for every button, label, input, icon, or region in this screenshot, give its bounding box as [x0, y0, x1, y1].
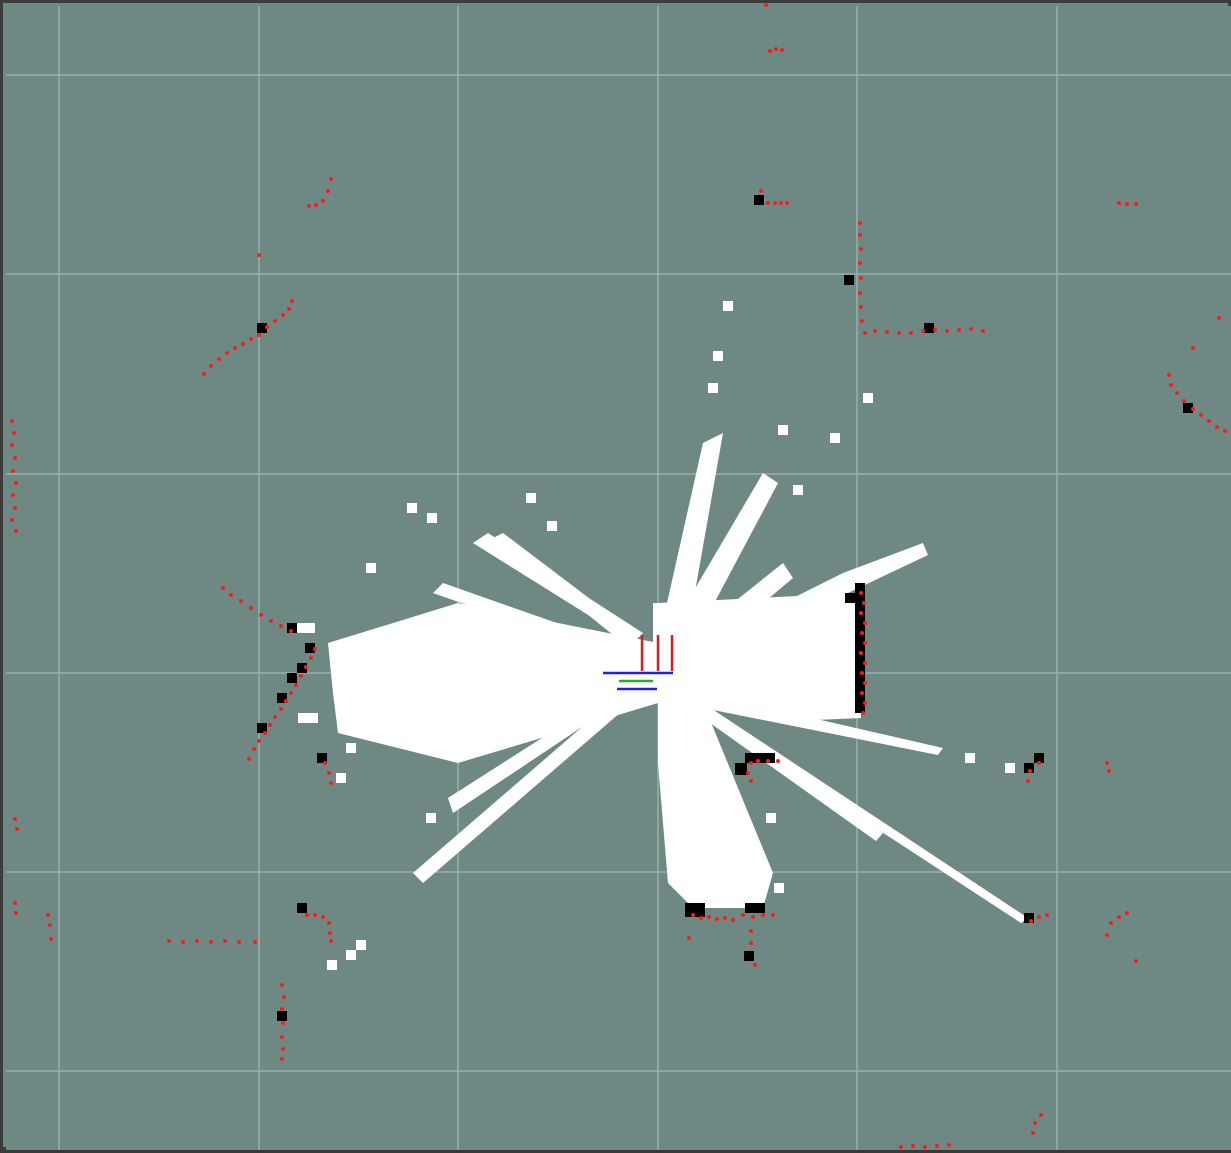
robot-tf-frame-icon[interactable]: [603, 635, 674, 691]
occupancy-grid-map[interactable]: [3, 3, 1231, 1153]
free-space-area: [293, 301, 1028, 970]
unknown-space-background: [6, 6, 1231, 1150]
laser-scan-points: [10, 3, 1227, 1149]
occupied-cells: [257, 195, 1193, 1021]
